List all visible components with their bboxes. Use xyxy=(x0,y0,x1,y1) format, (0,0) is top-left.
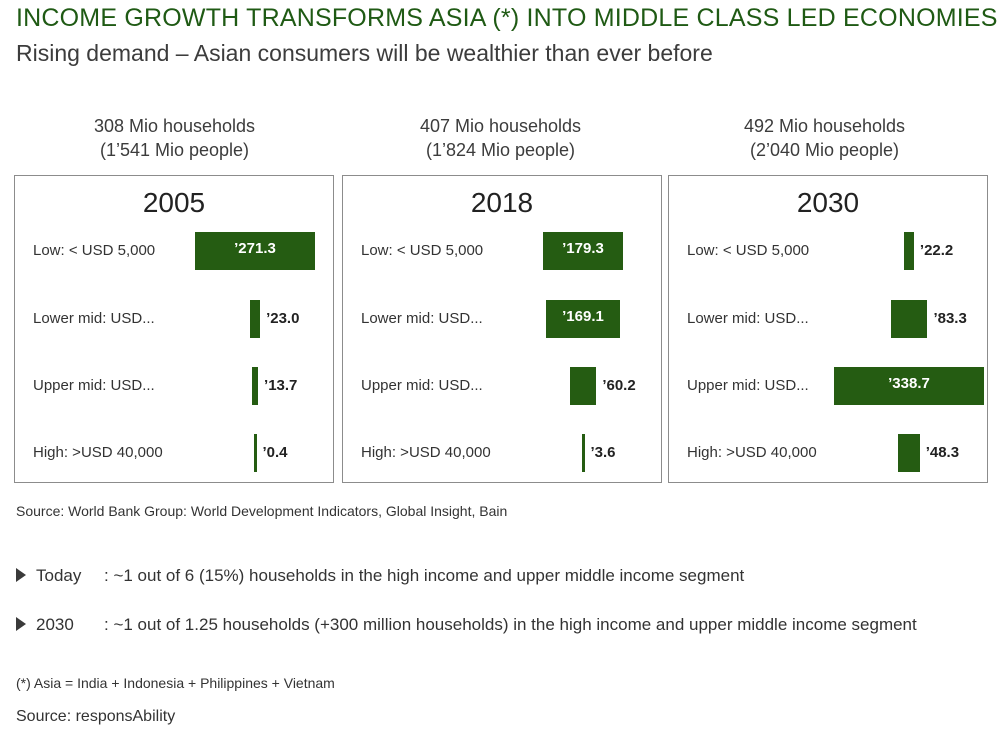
bar-2005-2 xyxy=(251,367,259,405)
value-label: ’338.7 xyxy=(888,375,930,392)
category-label: Lower mid: USD... xyxy=(687,310,809,327)
bar-2018-1 xyxy=(545,300,621,338)
bar-2005-0 xyxy=(194,232,316,270)
footnote: (*) Asia = India + Indonesia + Philippin… xyxy=(16,675,335,691)
bar-2005-3 xyxy=(253,434,257,472)
bullet-text: : ~1 out of 1.25 households (+300 millio… xyxy=(104,615,917,634)
value-label: ’179.3 xyxy=(562,240,604,257)
bar-2018-0 xyxy=(543,232,623,270)
bar-row: High: >USD 40,000 ’3.6 xyxy=(343,433,661,473)
page-title: INCOME GROWTH TRANSFORMS ASIA (*) INTO M… xyxy=(16,4,998,32)
households-count: 492 Mio households xyxy=(743,116,906,136)
people-count: (1’541 Mio people) xyxy=(99,140,250,160)
arrow-right-icon xyxy=(16,568,26,582)
bar-row: High: >USD 40,000 ’48.3 xyxy=(669,433,987,473)
category-label: Upper mid: USD... xyxy=(33,377,155,394)
value-label: ’13.7 xyxy=(264,377,298,394)
panel-year: 2005 xyxy=(142,187,206,218)
bar-row: Low: < USD 5,000 ’179.3 xyxy=(343,231,661,271)
chart-panel-2005: 2005 Low: < USD 5,000 ’271.3 Lower mid: USD… xyxy=(14,175,334,483)
households-count: 308 Mio households xyxy=(93,116,256,136)
bar-row: High: >USD 40,000 ’0.4 xyxy=(15,433,333,473)
value-label: ’3.6 xyxy=(590,444,616,461)
bullet-label: 2030 xyxy=(36,615,74,634)
bar-row: Upper mid: USD... ’338.7 xyxy=(669,366,987,406)
bar-row: Upper mid: USD... ’13.7 xyxy=(15,366,333,406)
value-label: ’169.1 xyxy=(562,308,604,325)
category-label: Lower mid: USD... xyxy=(33,310,155,327)
category-label: High: >USD 40,000 xyxy=(361,444,491,461)
bar-2018-3 xyxy=(581,434,585,472)
panel-header-2018: 407 Mio households (1’824 Mio people) xyxy=(338,114,663,162)
bar-row: Lower mid: USD... ’169.1 xyxy=(343,299,661,339)
chart-source: Source: World Bank Group: World Developm… xyxy=(16,503,508,519)
value-label: ’83.3 xyxy=(933,310,967,327)
bullet-2030: 2030 : ~1 out of 1.25 households (+300 mi… xyxy=(16,615,917,635)
category-label: High: >USD 40,000 xyxy=(687,444,817,461)
value-label: ’48.3 xyxy=(925,444,960,461)
source-responsability: Source: responsAbility xyxy=(16,708,176,725)
chart-panel-2018: 2018 Low: < USD 5,000 ’179.3 Lower mid: USD… xyxy=(342,175,662,483)
value-label: ’23.0 xyxy=(266,310,300,327)
value-label: ’60.2 xyxy=(602,377,636,394)
value-label: ’271.3 xyxy=(234,240,276,257)
bar-2005-1 xyxy=(249,300,261,338)
bar-2018-2 xyxy=(569,367,597,405)
category-label: Upper mid: USD... xyxy=(361,377,483,394)
bar-row: Lower mid: USD... ’83.3 xyxy=(669,299,987,339)
bullet-label: Today xyxy=(36,566,82,585)
households-count: 407 Mio households xyxy=(419,116,582,136)
bar-2030-3 xyxy=(898,434,920,472)
value-label: ’0.4 xyxy=(262,444,288,461)
value-label: ’22.2 xyxy=(919,242,954,259)
bullet-text: : ~1 out of 6 (15%) households in the hi… xyxy=(104,566,745,585)
people-count: (2’040 Mio people) xyxy=(749,140,900,160)
bullet-today: Today : ~1 out of 6 (15%) households in t… xyxy=(16,566,744,586)
bar-2030-2 xyxy=(834,367,984,405)
bar-row: Lower mid: USD... ’23.0 xyxy=(15,299,333,339)
bar-row: Low: < USD 5,000 ’271.3 xyxy=(15,231,333,271)
arrow-right-icon xyxy=(16,617,26,631)
category-label: Upper mid: USD... xyxy=(687,377,809,394)
category-label: Low: < USD 5,000 xyxy=(361,242,484,259)
bar-row: Upper mid: USD... ’60.2 xyxy=(343,366,661,406)
category-label: High: >USD 40,000 xyxy=(33,444,163,461)
people-count: (1’824 Mio people) xyxy=(425,140,576,160)
category-label: Low: < USD 5,000 xyxy=(33,242,156,259)
bar-2030-1 xyxy=(890,300,928,338)
bar-row: Low: < USD 5,000 ’22.2 xyxy=(669,231,987,271)
panel-year: 2018 xyxy=(470,187,534,218)
panel-year: 2030 xyxy=(796,187,860,218)
category-label: Low: < USD 5,000 xyxy=(687,242,810,259)
panel-header-2030: 492 Mio households (2’040 Mio people) xyxy=(662,114,987,162)
category-label: Lower mid: USD... xyxy=(361,310,483,327)
page-subtitle: Rising demand – Asian consumers will be … xyxy=(16,40,713,66)
panel-header-2005: 308 Mio households (1’541 Mio people) xyxy=(12,114,337,162)
chart-panel-2030: 2030 Low: < USD 5,000 ’22.2 Lower mid: USD.… xyxy=(668,175,988,483)
bar-2030-0 xyxy=(904,232,914,270)
